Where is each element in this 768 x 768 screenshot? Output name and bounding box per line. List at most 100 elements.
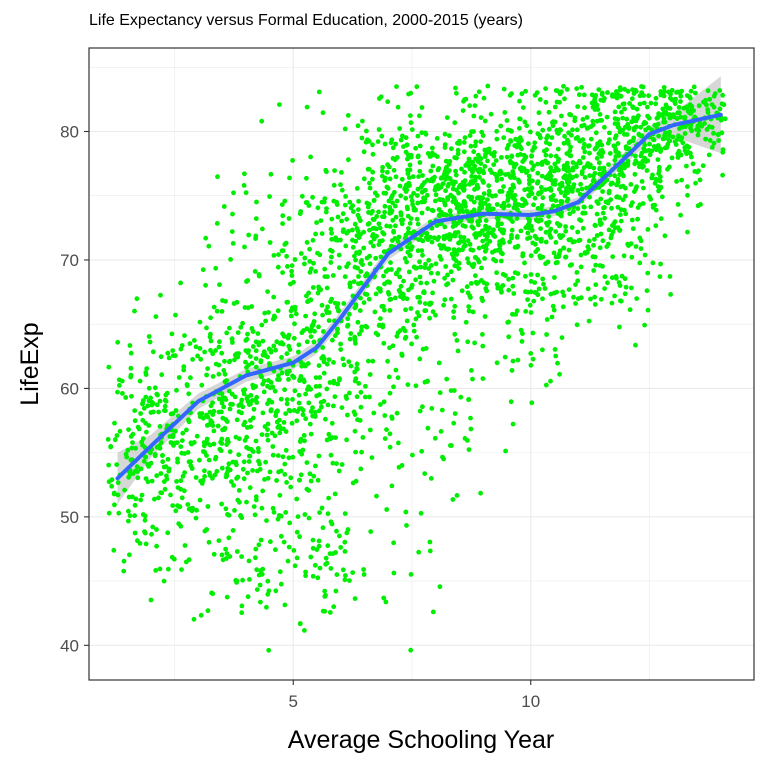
- data-point: [480, 332, 485, 337]
- data-point: [570, 165, 576, 171]
- data-point: [513, 312, 519, 317]
- data-point: [586, 246, 592, 252]
- plot-background: [89, 48, 754, 680]
- data-point: [623, 284, 629, 290]
- data-point: [672, 101, 678, 107]
- data-point: [370, 169, 376, 175]
- data-point: [324, 361, 330, 367]
- data-point: [320, 312, 325, 318]
- data-point: [279, 355, 284, 360]
- data-point: [411, 328, 417, 334]
- data-point: [139, 492, 145, 498]
- data-point: [256, 272, 262, 277]
- data-point: [675, 202, 681, 207]
- data-point: [711, 104, 717, 110]
- data-point: [512, 244, 518, 250]
- data-point: [453, 168, 458, 174]
- data-point: [575, 278, 581, 284]
- data-point: [292, 321, 297, 327]
- data-point: [355, 212, 361, 218]
- data-point: [592, 302, 598, 307]
- data-point: [193, 475, 199, 480]
- data-point: [440, 454, 445, 460]
- data-point: [255, 331, 261, 336]
- data-point: [481, 191, 487, 197]
- data-point: [169, 331, 175, 337]
- data-point: [364, 324, 370, 330]
- data-point: [352, 596, 358, 601]
- data-point: [508, 139, 514, 144]
- data-point: [678, 99, 683, 104]
- data-point: [609, 232, 614, 238]
- data-point: [557, 371, 562, 377]
- data-point: [344, 216, 350, 222]
- data-point: [260, 226, 265, 232]
- data-point: [306, 203, 312, 209]
- data-point: [132, 530, 138, 536]
- data-point: [227, 449, 233, 455]
- data-point: [473, 139, 479, 145]
- data-point: [609, 275, 615, 281]
- data-point: [132, 308, 137, 314]
- data-point: [610, 254, 616, 260]
- data-point: [639, 179, 645, 184]
- data-point: [593, 130, 599, 136]
- data-point: [316, 392, 322, 398]
- data-point: [526, 173, 532, 179]
- data-point: [658, 216, 664, 222]
- data-point: [227, 325, 232, 331]
- data-point: [532, 140, 538, 146]
- data-point: [528, 272, 534, 277]
- data-point: [400, 133, 405, 139]
- data-point: [430, 163, 436, 169]
- data-point: [347, 390, 352, 396]
- data-point: [592, 107, 598, 112]
- data-point: [696, 128, 702, 134]
- data-point: [405, 382, 411, 387]
- data-point: [563, 189, 569, 195]
- data-point: [667, 138, 673, 144]
- data-point: [230, 528, 236, 533]
- data-point: [394, 198, 400, 204]
- data-point: [615, 121, 621, 127]
- data-point: [189, 508, 195, 514]
- data-point: [535, 131, 541, 137]
- data-point: [448, 212, 453, 218]
- data-point: [311, 319, 317, 324]
- data-point: [301, 328, 306, 333]
- data-point: [719, 130, 725, 136]
- data-point: [284, 480, 289, 485]
- data-point: [517, 179, 522, 185]
- data-point: [509, 188, 514, 194]
- data-point: [402, 328, 408, 334]
- data-point: [345, 322, 351, 328]
- data-point: [315, 290, 321, 296]
- data-point: [389, 414, 395, 420]
- data-point: [325, 304, 330, 310]
- data-point: [339, 462, 345, 467]
- chart-title: Life Expectancy versus Formal Education,…: [89, 12, 523, 29]
- data-point: [310, 285, 316, 290]
- data-point: [429, 406, 435, 411]
- data-point: [182, 488, 187, 494]
- data-point: [331, 380, 337, 386]
- data-point: [230, 459, 236, 465]
- data-point: [329, 420, 335, 426]
- data-point: [419, 210, 425, 216]
- data-point: [350, 570, 356, 575]
- data-point: [560, 289, 565, 295]
- data-point: [345, 412, 350, 418]
- data-point: [533, 290, 539, 296]
- data-point: [333, 588, 339, 594]
- data-point: [668, 292, 673, 297]
- data-point: [215, 174, 220, 180]
- data-point: [161, 464, 167, 470]
- data-point: [264, 604, 269, 610]
- data-point: [550, 120, 555, 125]
- data-point: [482, 256, 487, 261]
- data-point: [590, 118, 596, 124]
- data-point: [546, 214, 552, 219]
- data-point: [267, 194, 272, 199]
- data-point: [344, 264, 349, 270]
- data-point: [453, 172, 459, 178]
